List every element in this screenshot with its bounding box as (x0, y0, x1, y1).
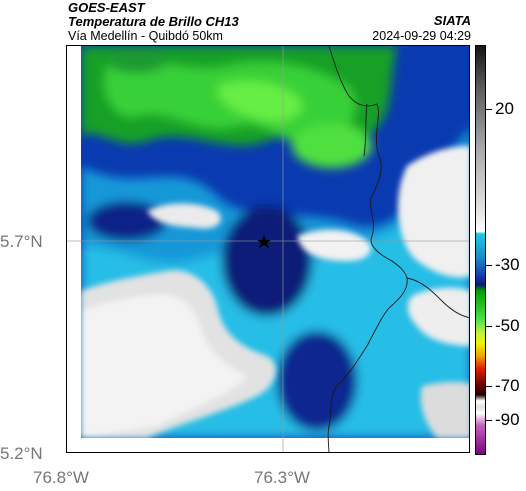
colorbar-tick (486, 109, 492, 110)
satellite-map[interactable] (66, 45, 470, 453)
administrative-boundaries (327, 46, 469, 452)
timestamp: 2024-09-29 04:29 (372, 29, 471, 43)
boundary-branch (406, 277, 469, 319)
colorbar-label: -70 (495, 376, 520, 395)
subtitle-route: Vía Medellín - Quibdó 50km (68, 29, 223, 43)
latitude-label: 5.2°N (0, 444, 43, 463)
colorbar-label: -50 (495, 316, 520, 335)
location-marker (257, 235, 271, 248)
colorbar-label: 20 (495, 99, 514, 118)
colorbar-tick (486, 420, 492, 421)
brightness-temperature-field (67, 46, 469, 452)
star-icon (257, 235, 271, 248)
longitude-label: 76.3°W (254, 468, 310, 487)
colorbar-tick (486, 386, 492, 387)
title-satellite: GOES-EAST (68, 0, 145, 15)
title-product: Temperatura de Brillo CH13 (68, 14, 239, 29)
source-label: SIATA (433, 13, 471, 28)
colorbar-tick (486, 326, 492, 327)
longitude-label: 76.8°W (33, 468, 89, 487)
temperature-colorbar (475, 45, 486, 455)
colorbar-label: -90 (495, 410, 520, 429)
colorbar-label: -30 (495, 255, 520, 274)
colorbar-tick (486, 265, 492, 266)
boundary-branch-north (363, 103, 368, 157)
department-boundary (327, 46, 408, 452)
map-imagery (67, 46, 469, 452)
latitude-label: 5.7°N (0, 232, 43, 251)
